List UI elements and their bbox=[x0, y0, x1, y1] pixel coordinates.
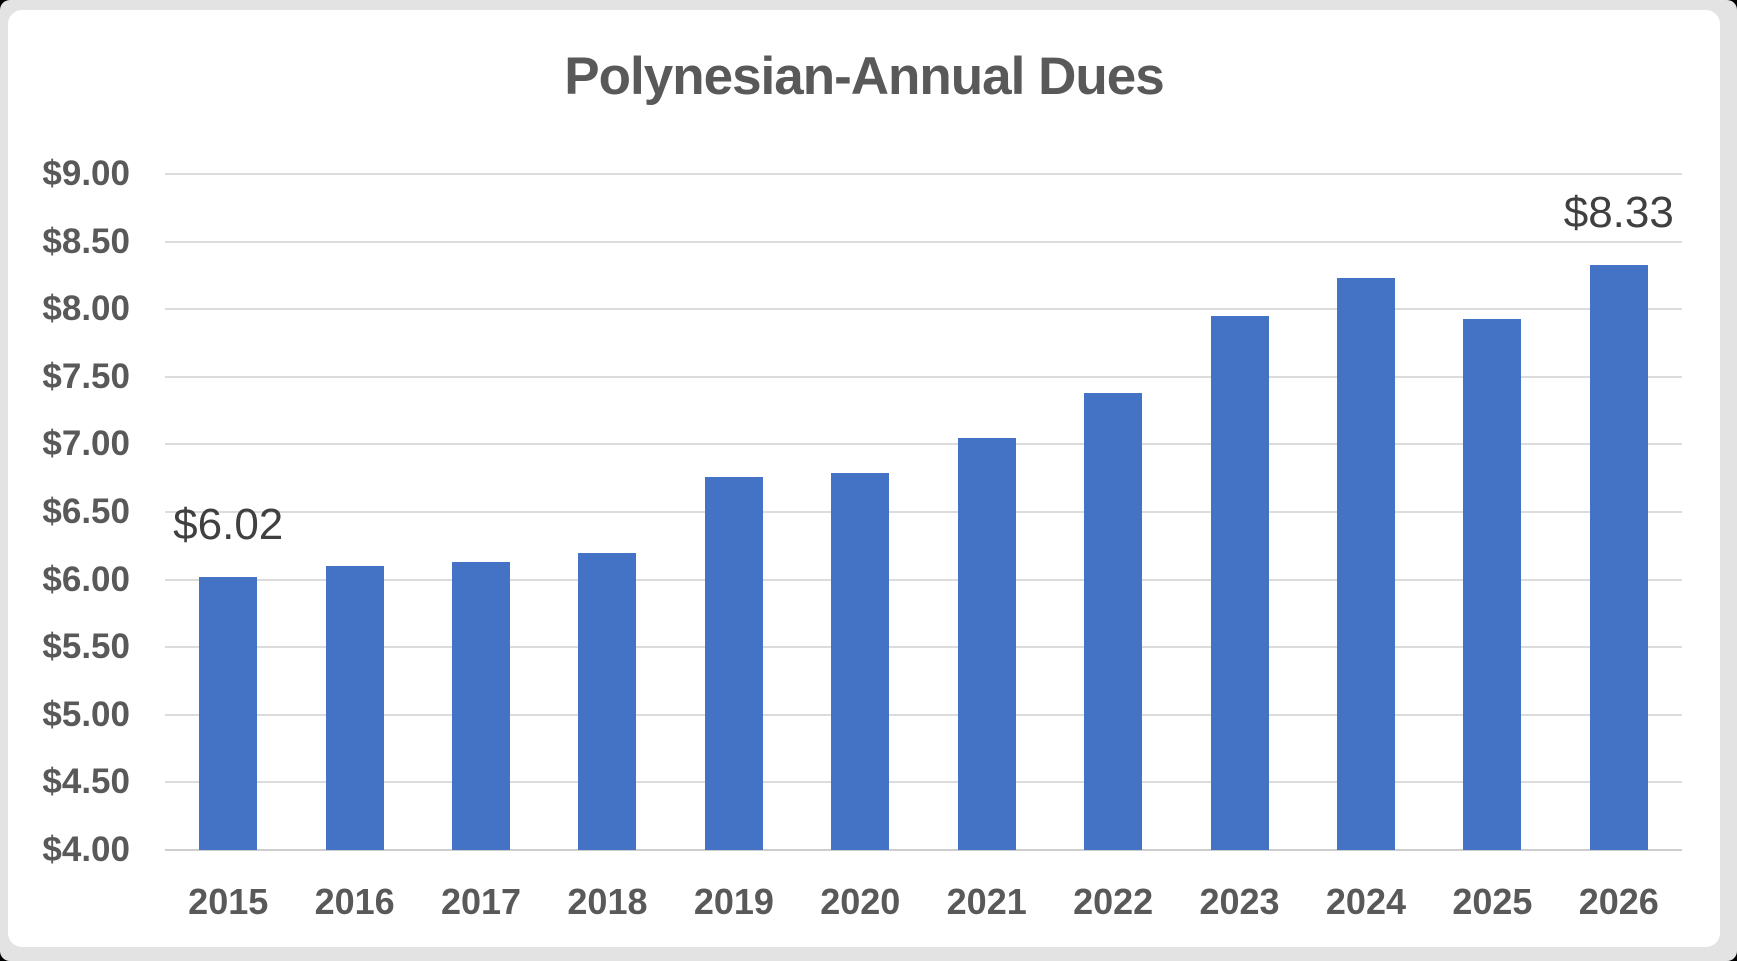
gridline bbox=[165, 240, 1682, 243]
y-tick-label: $8.00 bbox=[42, 289, 130, 329]
chart-title: Polynesian-Annual Dues bbox=[564, 47, 1164, 106]
bar-2024 bbox=[1336, 278, 1395, 850]
data-label-2015: $6.02 bbox=[173, 499, 284, 549]
gridline bbox=[165, 578, 1682, 581]
bar-2023 bbox=[1210, 315, 1269, 850]
x-tick-label-2020: 2020 bbox=[820, 881, 901, 922]
x-tick-label-2018: 2018 bbox=[567, 881, 648, 922]
gridline bbox=[165, 511, 1682, 513]
gridline bbox=[165, 308, 1682, 311]
plot-area: $6.02 $8.33 bbox=[165, 173, 1682, 851]
bar-2018 bbox=[578, 552, 637, 850]
data-label-2026: $8.33 bbox=[1563, 187, 1674, 237]
y-tick-label: $7.50 bbox=[42, 356, 130, 396]
y-tick-label: $5.00 bbox=[42, 694, 130, 734]
y-tick-label: $4.50 bbox=[42, 762, 130, 802]
gridline bbox=[165, 443, 1682, 446]
bar-2022 bbox=[1084, 393, 1143, 850]
y-tick-label: $5.50 bbox=[42, 627, 130, 667]
bar-2025 bbox=[1463, 318, 1522, 850]
gridline bbox=[165, 646, 1682, 649]
x-tick-label-2015: 2015 bbox=[188, 881, 269, 922]
chart-card: Polynesian-Annual Dues $4.00 $4.50 $5.00 $5… bbox=[8, 10, 1720, 947]
bar-2017 bbox=[452, 562, 511, 850]
y-tick-label: $8.50 bbox=[42, 221, 130, 261]
x-tick-label-2022: 2022 bbox=[1073, 881, 1154, 922]
bar-2026 bbox=[1589, 264, 1648, 850]
bar-2019 bbox=[704, 476, 763, 850]
gridline bbox=[165, 713, 1682, 716]
gridline bbox=[165, 375, 1682, 378]
y-tick-label: $6.50 bbox=[42, 492, 130, 531]
x-axis-labels: 2015 2016 2017 2018 2019 2020 2021 2022 2023 2024… bbox=[165, 880, 1682, 924]
y-tick-label: $4.00 bbox=[42, 830, 130, 869]
x-tick-label-2019: 2019 bbox=[693, 881, 774, 922]
bar-2015 bbox=[199, 576, 258, 850]
bar-2021 bbox=[957, 437, 1016, 850]
y-axis-labels: $4.00 $4.50 $5.00 $5.50 $6.00 $6.50 $7.00 $7.50… bbox=[8, 154, 130, 869]
y-tick-label: $6.00 bbox=[42, 559, 130, 599]
x-tick-label-2023: 2023 bbox=[1199, 881, 1280, 922]
x-axis-line bbox=[165, 849, 1682, 851]
bar-2020 bbox=[831, 472, 890, 850]
y-tick-label: $9.00 bbox=[42, 154, 130, 193]
x-tick-label-2021: 2021 bbox=[946, 881, 1027, 922]
gridline bbox=[165, 781, 1682, 784]
x-tick-label-2024: 2024 bbox=[1325, 881, 1406, 922]
gridline bbox=[165, 173, 1682, 175]
y-tick-label: $7.00 bbox=[42, 424, 130, 464]
bar-2016 bbox=[325, 566, 384, 850]
x-tick-label-2025: 2025 bbox=[1452, 881, 1533, 922]
x-tick-label-2016: 2016 bbox=[314, 881, 395, 922]
x-tick-label-2017: 2017 bbox=[440, 881, 522, 922]
x-tick-label-2026: 2026 bbox=[1578, 881, 1659, 922]
